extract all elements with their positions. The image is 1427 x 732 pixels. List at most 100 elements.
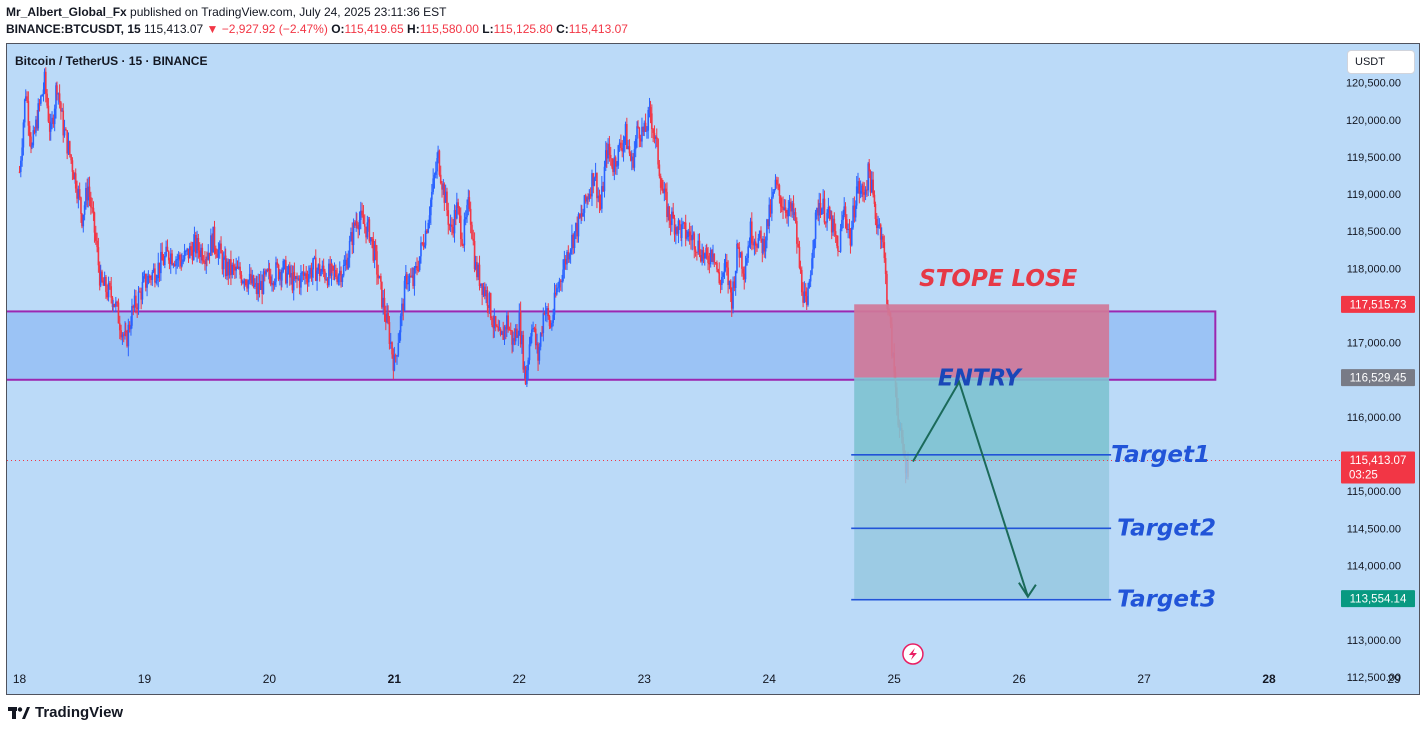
chart-frame[interactable]: Target1 Target2 Target3 STOPE LOSE ENTRY 120,… [6,43,1420,695]
candle-body [827,206,830,213]
candle-body [483,286,486,297]
candle-body [726,261,728,268]
candle-body [112,303,115,308]
tradingview-brand[interactable]: TradingView [35,704,124,721]
candle-body [313,257,316,259]
candle-body [491,318,493,326]
candle-body [598,195,601,204]
y-tick-label: 118,500.00 [1347,226,1401,238]
candle-body [747,246,749,258]
candle-body [275,262,277,282]
candle-body [524,366,527,385]
candle-body [589,193,592,197]
candle-body [250,273,252,284]
candle-body [205,259,208,265]
candle-body [31,145,33,148]
candle-body [639,138,642,142]
candle-body [791,203,794,212]
candle-body [677,220,680,234]
candle-body [428,215,431,223]
lightning-icon [908,648,917,660]
candle-body [102,280,105,286]
candle-body [866,189,868,191]
candle-body [764,240,767,252]
author-name[interactable]: Mr_Albert_Global_Fx [6,5,127,19]
candle-body [347,257,350,269]
candle-body [269,276,272,285]
candle-body [175,259,177,266]
candle-body [604,150,607,167]
candle-body [834,231,837,236]
candle-body [137,291,140,310]
price-chart[interactable]: Target1 Target2 Target3 STOPE LOSE ENTRY 120,… [7,44,1419,694]
y-tick-label: 116,000.00 [1347,412,1401,424]
candle-body [509,329,512,331]
candle-body [151,272,154,280]
currency-button[interactable]: USDT [1347,50,1415,74]
candle-body [336,276,338,283]
candle-body [712,253,714,258]
candle-body [880,236,883,240]
candle-body [434,171,437,175]
candle-body [618,142,621,146]
candle-body [235,266,237,271]
candle-body [105,276,107,293]
candle-body [173,264,176,266]
candle-body [518,311,521,336]
candle-body [659,176,662,188]
candle-body [397,342,400,356]
candle-body [117,302,120,324]
candle-body [688,231,691,236]
candle-body [839,228,842,252]
candle-body [447,210,450,225]
candle-body [206,259,208,261]
candle-body [854,205,857,218]
candle-body [671,211,673,226]
candle-body [458,207,461,216]
candle-body [630,156,633,161]
candle-body [290,273,292,278]
candle-body [433,174,436,179]
candle-body [716,262,718,270]
candle-body [160,251,162,274]
candle-body [97,247,100,266]
entry-annotation: ENTRY [938,366,1023,392]
candle-body [292,272,295,291]
candle-body [494,316,497,327]
candle-body [446,191,448,211]
candle-body [305,273,308,279]
candle-body [486,290,489,306]
candle-body [326,279,329,286]
candle-body [624,124,627,137]
candle-body [878,224,881,226]
candle-body [369,237,372,242]
candle-body [637,126,639,128]
candle-body [261,281,263,294]
candle-body [146,283,148,288]
candle-body [246,285,248,289]
candle-body [655,136,658,140]
candle-body [846,219,848,231]
candle-body [262,271,265,294]
candle-body [122,334,125,336]
candle-body [248,273,251,281]
candle-body [562,269,564,282]
price-badge-countdown: 03:25 [1349,470,1378,482]
candle-body [83,205,86,215]
candle-body [417,269,420,271]
candle-body [212,226,214,253]
candle-body [283,260,286,262]
candle-body [217,249,220,258]
candle-body [346,259,348,269]
candle-body [842,215,845,220]
candle-body [22,122,25,148]
candle-body [713,253,716,263]
candle-body [185,250,187,252]
candle-body [53,108,56,125]
candle-body [237,266,240,269]
candle-body [230,259,232,275]
candle-body [116,301,118,303]
candle-body [644,122,647,132]
candle-body [401,303,403,317]
candle-body [552,314,554,323]
